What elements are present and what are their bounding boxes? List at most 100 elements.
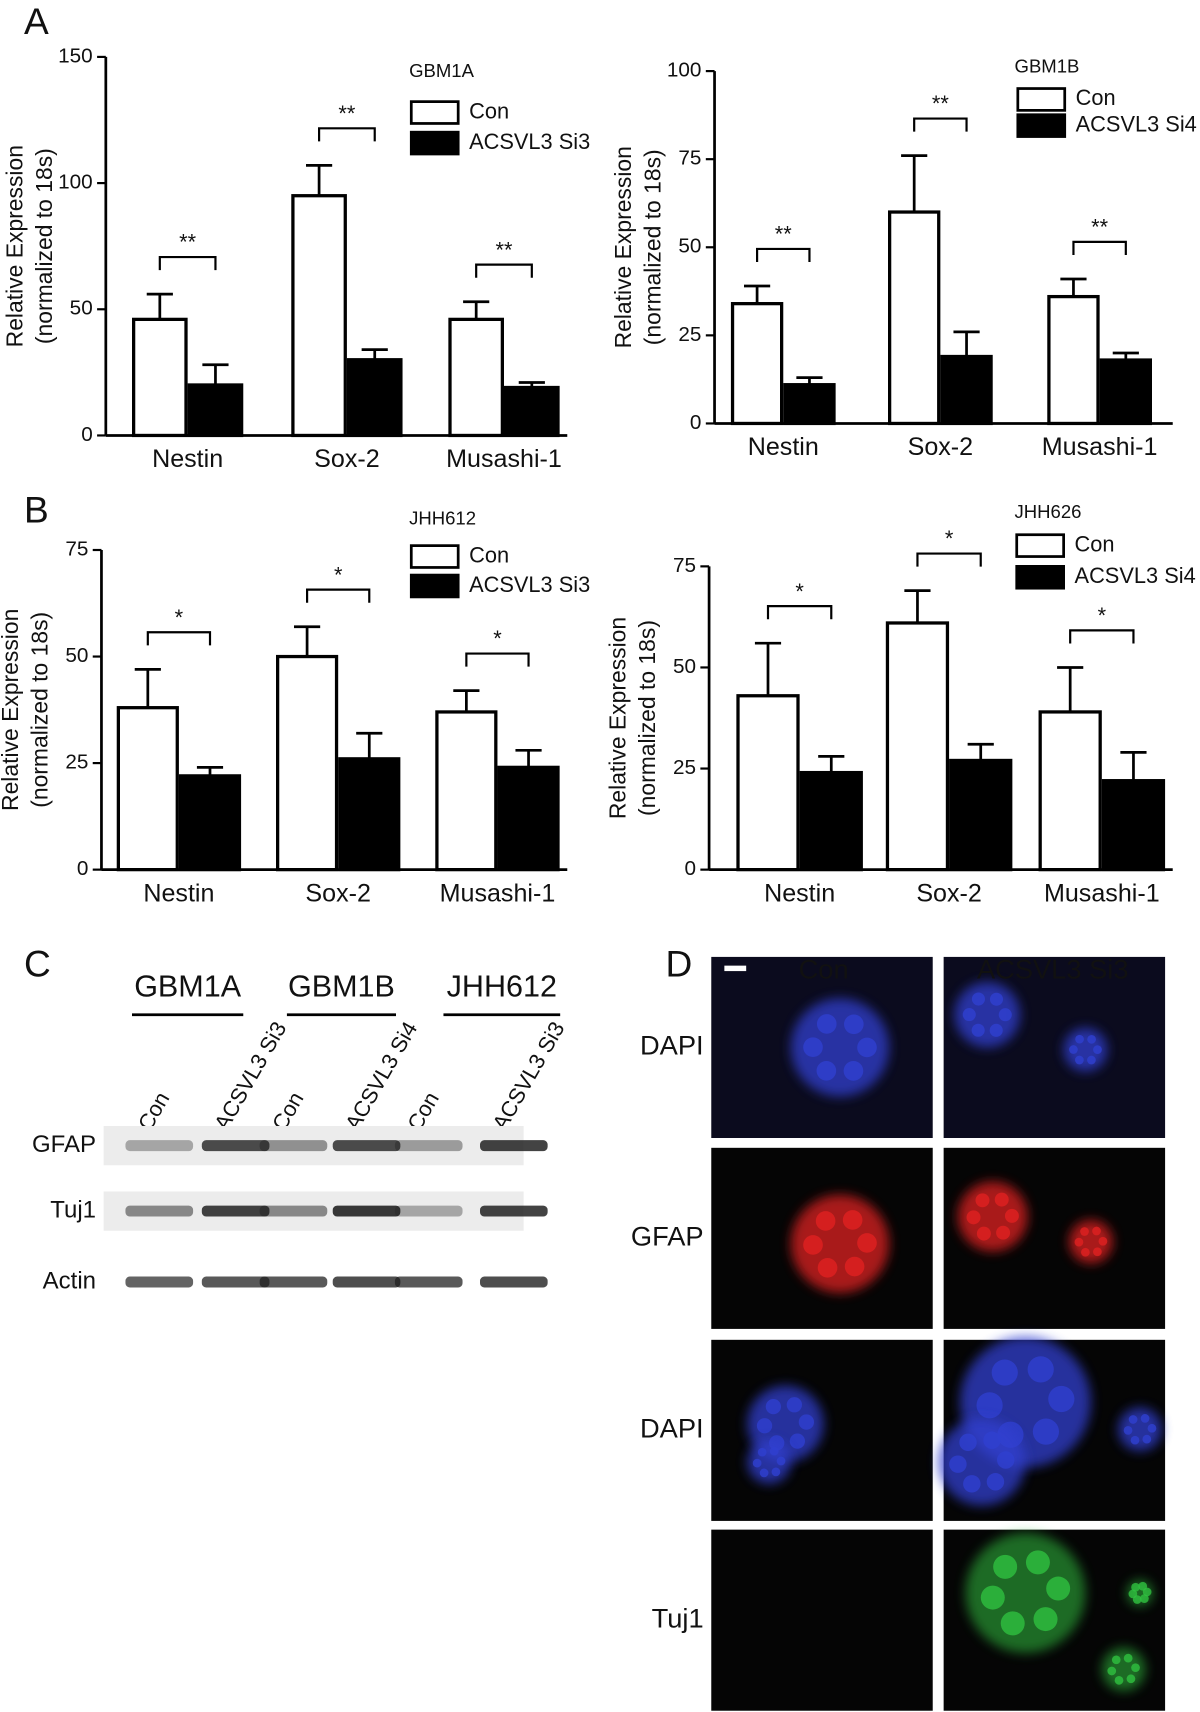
bar [497,765,560,872]
bar [116,706,179,872]
cell-nucleus [949,1455,967,1473]
bar [1038,710,1102,872]
cell-nucleus [816,1060,837,1081]
blot-band [480,1205,548,1217]
cell-nucleus [1087,1055,1096,1065]
y-axis-label: (normalized to 18s) [31,148,57,344]
significance-bracket [913,117,968,132]
blot-band [394,1205,463,1217]
cell-nucleus [986,1473,1005,1491]
y-axis-label: (normalized to 18s) [634,620,660,816]
cell-nucleus [1128,1415,1138,1424]
significance-label: * [795,579,804,604]
bar [1047,294,1100,426]
significance-label: * [334,562,343,587]
micro-row-label: Tuj1 [652,1602,704,1633]
x-tick-label: Nestin [764,879,835,907]
cell-nucleus [1000,1611,1025,1636]
cell-nucleus [843,1061,864,1081]
y-tick-label: 0 [690,411,702,434]
cell-nucleus [789,1433,806,1449]
micro-row-label: DAPI [640,1030,704,1061]
blot-row-label: GFAP [32,1131,96,1158]
legend-swatch [1016,113,1067,138]
cell-nucleus [842,1210,863,1230]
bar [1101,779,1166,872]
bar [799,770,863,872]
bar [730,302,784,426]
blot-band [332,1140,401,1152]
cell-nucleus [815,1211,836,1231]
cell-nucleus [1075,1055,1084,1065]
significance-label: ** [496,237,513,262]
blot-band [125,1205,194,1217]
bar [949,758,1013,872]
cell-nucleus [1032,1418,1059,1445]
cell-nucleus [1069,1045,1078,1054]
cell-nucleus [765,1398,782,1415]
significance-label: ** [179,230,196,255]
cell-nucleus [1140,1594,1149,1603]
bar [783,383,836,426]
cell-cluster [954,982,1020,1048]
panel-label: D [665,943,692,985]
bar [1099,358,1152,426]
x-tick-label: Nestin [152,445,223,473]
cell-line-label: GBM1B [288,970,395,1004]
bar [435,710,498,872]
cell-nucleus [857,1037,877,1058]
lane-label: ACSVL3 Si3 [487,1017,569,1134]
cell-nucleus [1046,1576,1071,1601]
chart-title: GBM1B [1015,56,1080,77]
chart-title: JHH626 [1015,501,1082,522]
legend-label: Con [1075,531,1115,556]
cell-nucleus [1027,1356,1054,1383]
legend-label: Con [1076,85,1116,110]
micro-image [711,1529,933,1711]
significance-label: * [1098,603,1107,628]
significance-label: ** [1091,215,1108,240]
bar [885,621,950,872]
cell-nucleus [1107,1666,1117,1676]
significance-bracket [475,263,533,278]
legend-swatch [1015,564,1065,590]
cell-nucleus [1132,1595,1142,1604]
y-tick-label: 50 [673,655,696,678]
cell-nucleus [803,1235,823,1255]
legend-label: ACSVL3 Si3 [469,572,590,597]
cell-nucleus [1130,1435,1140,1445]
bar [132,317,188,438]
significance-bracket [146,631,212,646]
cell-nucleus [769,1446,779,1456]
cell-nucleus [1004,1208,1019,1223]
cell-nucleus [966,1210,981,1225]
cell-nucleus [1126,1674,1136,1684]
cell-nucleus [1048,1385,1075,1413]
cell-nucleus [991,1359,1018,1386]
cell-nucleus [989,992,1004,1006]
blot-row-label: Actin [43,1267,96,1294]
cell-nucleus [1074,1237,1084,1247]
blot-band [201,1140,270,1152]
panel-label: B [24,489,49,531]
cell-nucleus [786,1397,802,1413]
x-tick-label: Musashi-1 [440,879,556,907]
significance-label: ** [932,91,949,116]
chart-title: JHH612 [409,507,476,528]
cell-nucleus [752,1458,762,1468]
x-tick-label: Musashi-1 [1044,879,1160,907]
y-tick-label: 100 [58,171,93,194]
cell-nucleus [1140,1414,1150,1423]
blot-band [480,1140,548,1152]
panel-label: C [24,943,51,985]
bar [940,354,993,426]
cell-nucleus [980,1585,1005,1610]
panel-label: A [24,0,49,42]
legend-swatch [409,130,460,156]
cell-nucleus [1123,1426,1133,1435]
significance-label: * [493,626,502,651]
legend-swatch [1016,87,1067,112]
cell-nucleus [759,1468,769,1478]
significance-bracket [465,652,530,667]
